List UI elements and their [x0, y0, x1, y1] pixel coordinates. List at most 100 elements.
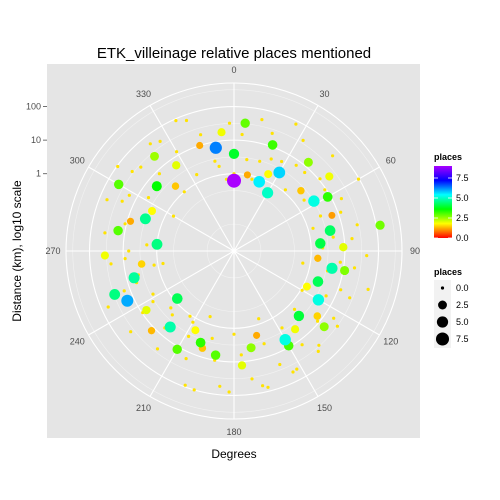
- data-point: [210, 336, 214, 340]
- data-point: [158, 139, 162, 143]
- data-point: [270, 131, 274, 135]
- data-point: [352, 266, 357, 270]
- angle-tick-label: 270: [45, 246, 60, 256]
- data-point: [260, 118, 264, 122]
- data-point: [300, 288, 304, 292]
- data-point: [291, 370, 295, 374]
- size-legend: places 0.0 2.5 5.0 7.5: [434, 267, 469, 348]
- data-point: [172, 293, 183, 304]
- data-point: [261, 384, 265, 388]
- data-point: [326, 262, 338, 274]
- data-point: [302, 282, 311, 291]
- data-point: [316, 349, 320, 353]
- data-point: [324, 294, 328, 298]
- data-point: [187, 334, 191, 338]
- data-point: [301, 138, 305, 142]
- data-point: [116, 164, 120, 169]
- angle-grid-line: [233, 105, 319, 252]
- color-legend-title: places: [434, 152, 462, 162]
- size-legend-label: 0.0: [456, 283, 469, 293]
- radial-tick-label: 10: [31, 135, 41, 145]
- data-point: [295, 367, 299, 371]
- data-point: [137, 260, 146, 268]
- data-point: [316, 319, 320, 323]
- data-point: [240, 118, 250, 128]
- angle-grid-line: [233, 166, 380, 252]
- data-point: [293, 310, 305, 322]
- data-point: [105, 198, 109, 202]
- size-legend-label: 2.5: [456, 300, 469, 310]
- size-legend-dot: [440, 286, 445, 290]
- data-point: [315, 238, 326, 249]
- data-point: [171, 214, 176, 218]
- data-point: [192, 388, 196, 392]
- data-point: [311, 226, 315, 230]
- angle-grid-line: [233, 250, 380, 336]
- data-point: [239, 353, 243, 357]
- data-point: [283, 188, 287, 192]
- data-point: [253, 331, 261, 339]
- colorbar-label: 7.5: [456, 173, 469, 183]
- angle-grid-line: [149, 105, 235, 252]
- radial-tick-label: 1: [36, 169, 41, 179]
- data-point: [128, 272, 140, 284]
- polar-grid: [65, 82, 403, 420]
- data-point: [332, 316, 336, 320]
- data-point: [339, 288, 343, 292]
- angle-grid-line: [149, 250, 235, 397]
- chart-title: ETK_villeinage relative places mentioned: [97, 45, 371, 62]
- data-point: [280, 159, 284, 164]
- data-point: [191, 326, 200, 335]
- angle-grid-line: [88, 250, 235, 336]
- data-point: [356, 177, 361, 181]
- data-point: [146, 196, 151, 200]
- angle-grid-line: [233, 250, 319, 397]
- data-point: [129, 330, 133, 334]
- data-point: [142, 305, 151, 315]
- data-point: [325, 172, 334, 181]
- data-point: [300, 343, 304, 347]
- angle-tick-label: 60: [386, 156, 396, 166]
- data-point: [106, 305, 110, 309]
- data-point: [246, 343, 256, 353]
- data-point: [170, 313, 174, 317]
- data-point: [147, 327, 156, 335]
- data-point: [269, 157, 273, 161]
- data-point: [148, 142, 152, 146]
- angle-tick-label: 120: [383, 337, 398, 347]
- data-point: [303, 157, 313, 167]
- angle-tick-label: 180: [226, 427, 241, 437]
- angle-tick-label: 210: [136, 403, 151, 413]
- data-point: [210, 350, 221, 360]
- data-point: [145, 243, 149, 247]
- data-point: [126, 217, 135, 225]
- data-point: [139, 165, 143, 169]
- data-point: [250, 377, 254, 381]
- data-point: [113, 179, 124, 190]
- data-point: [366, 287, 370, 291]
- size-legend-dot: [436, 316, 449, 328]
- data-point: [291, 325, 300, 334]
- data-point: [331, 154, 335, 158]
- data-point: [294, 163, 298, 167]
- data-point: [350, 237, 354, 241]
- data-point: [375, 220, 385, 230]
- angle-tick-label: 90: [410, 246, 420, 256]
- colorbar: [434, 166, 452, 238]
- data-point: [328, 211, 336, 219]
- data-point: [151, 181, 162, 192]
- data-point: [237, 361, 247, 370]
- y-axis-title: Distance (km), log10 scale: [10, 180, 24, 322]
- data-point: [273, 166, 286, 179]
- data-point: [318, 177, 322, 181]
- data-point: [183, 383, 187, 387]
- size-legend-dot: [435, 332, 450, 346]
- data-point: [303, 170, 307, 175]
- data-point: [196, 141, 204, 150]
- data-point: [301, 261, 305, 265]
- data-point: [157, 172, 161, 176]
- data-point: [319, 322, 329, 332]
- data-point: [172, 344, 182, 355]
- data-point: [213, 159, 217, 163]
